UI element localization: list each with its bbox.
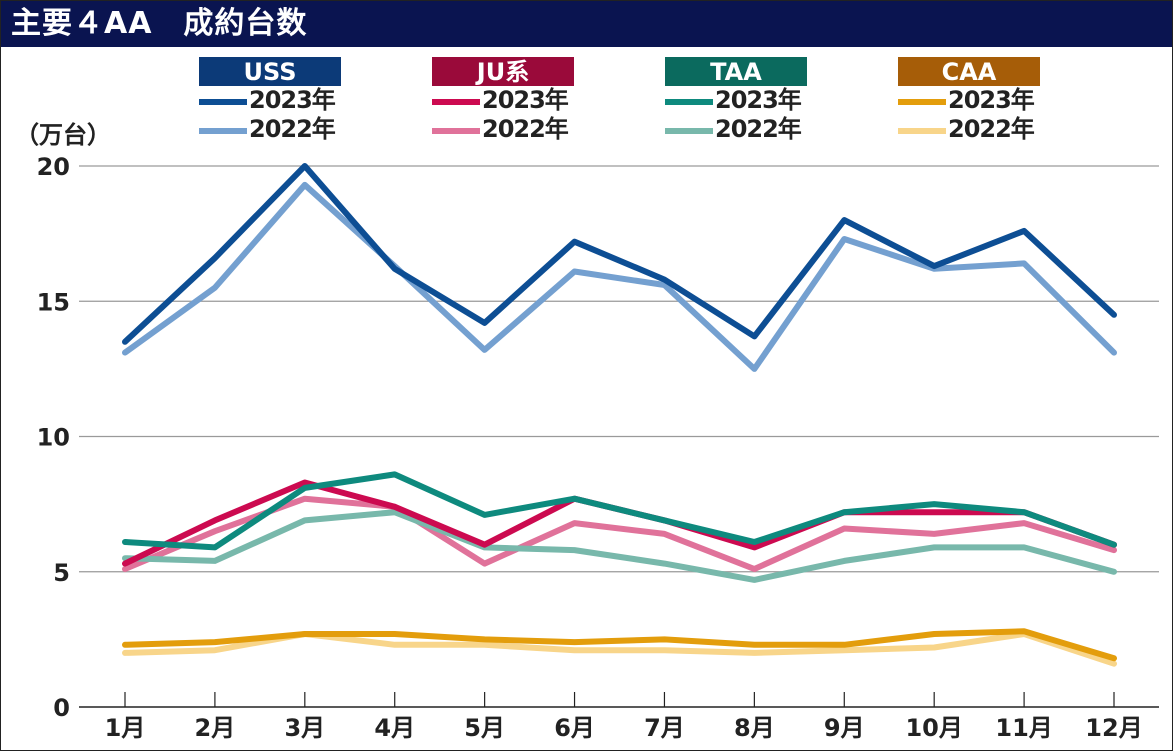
legend-swatch [898, 128, 946, 134]
x-tick-label: 8月 [734, 714, 775, 742]
series-line-uss-2023 [122, 163, 1117, 345]
legend-label: 2022年 [948, 115, 1035, 143]
legend-header-caa: CAA [898, 57, 1040, 86]
x-tick-label: 10月 [905, 714, 962, 742]
legend-item-caa-2022: 2022年 [898, 115, 1040, 144]
series-line-ju-2023 [122, 479, 1117, 567]
legend-item-taa-2022: 2022年 [665, 115, 807, 144]
legend-group-taa: TAA 2023年 2022年 [665, 57, 807, 144]
legend-item-ju-2023: 2023年 [432, 86, 574, 115]
legend-header-uss: USS [199, 57, 341, 86]
legend-label: 2022年 [482, 115, 569, 143]
legend-swatch [665, 128, 713, 134]
legend-swatch [432, 99, 480, 105]
x-tick-label: 6月 [554, 714, 595, 742]
x-tick-label: 5月 [464, 714, 505, 742]
y-axis-unit-label: （万台） [15, 121, 111, 149]
x-tick-label: 1月 [105, 714, 146, 742]
legend-item-uss-2022: 2022年 [199, 115, 341, 144]
title-bar: 主要４AA 成約台数 [1, 1, 1172, 47]
legend-label: 2023年 [249, 86, 336, 114]
legend-swatch [199, 99, 247, 105]
x-tick-label: 4月 [374, 714, 415, 742]
series-line-ju-2022 [122, 495, 1117, 572]
x-tick-label: 3月 [284, 714, 325, 742]
legend-swatch [432, 128, 480, 134]
series-line-uss-2022 [122, 181, 1117, 372]
legend-header-taa: TAA [665, 57, 807, 86]
legend-item-ju-2022: 2022年 [432, 115, 574, 144]
x-tick-label: 11月 [995, 714, 1052, 742]
legend-swatch [665, 99, 713, 105]
x-tick-label: 9月 [824, 714, 865, 742]
legend-group-caa: CAA 2023年 2022年 [898, 57, 1040, 144]
legend-label: 2022年 [249, 115, 336, 143]
series-line-taa-2022 [122, 509, 1117, 583]
legend-label: 2023年 [715, 86, 802, 114]
legend-item-uss-2023: 2023年 [199, 86, 341, 115]
legend-item-caa-2023: 2023年 [898, 86, 1040, 115]
y-tick-label: 15 [37, 288, 70, 316]
legend-swatch [199, 128, 247, 134]
legend-label: 2022年 [715, 115, 802, 143]
legend-group-uss: USS 2023年 2022年 [199, 57, 341, 144]
x-tick-label: 7月 [644, 714, 685, 742]
legend-label: 2023年 [948, 86, 1035, 114]
y-tick-label: 0 [53, 694, 70, 722]
series-line-taa-2023 [122, 471, 1117, 551]
x-tick-label: 2月 [195, 714, 236, 742]
y-tick-label: 5 [53, 559, 70, 587]
y-tick-label: 20 [37, 153, 70, 181]
legend-swatch [898, 99, 946, 105]
legend-header-ju: JU系 [432, 57, 574, 86]
series-line-caa-2023 [122, 628, 1117, 662]
legend-item-taa-2023: 2023年 [665, 86, 807, 115]
y-tick-label: 10 [37, 424, 70, 452]
legend-group-ju: JU系 2023年 2022年 [432, 57, 574, 144]
legend-label: 2023年 [482, 86, 569, 114]
chart-title: 主要４AA 成約台数 [11, 6, 308, 41]
x-tick-label: 12月 [1085, 714, 1142, 742]
